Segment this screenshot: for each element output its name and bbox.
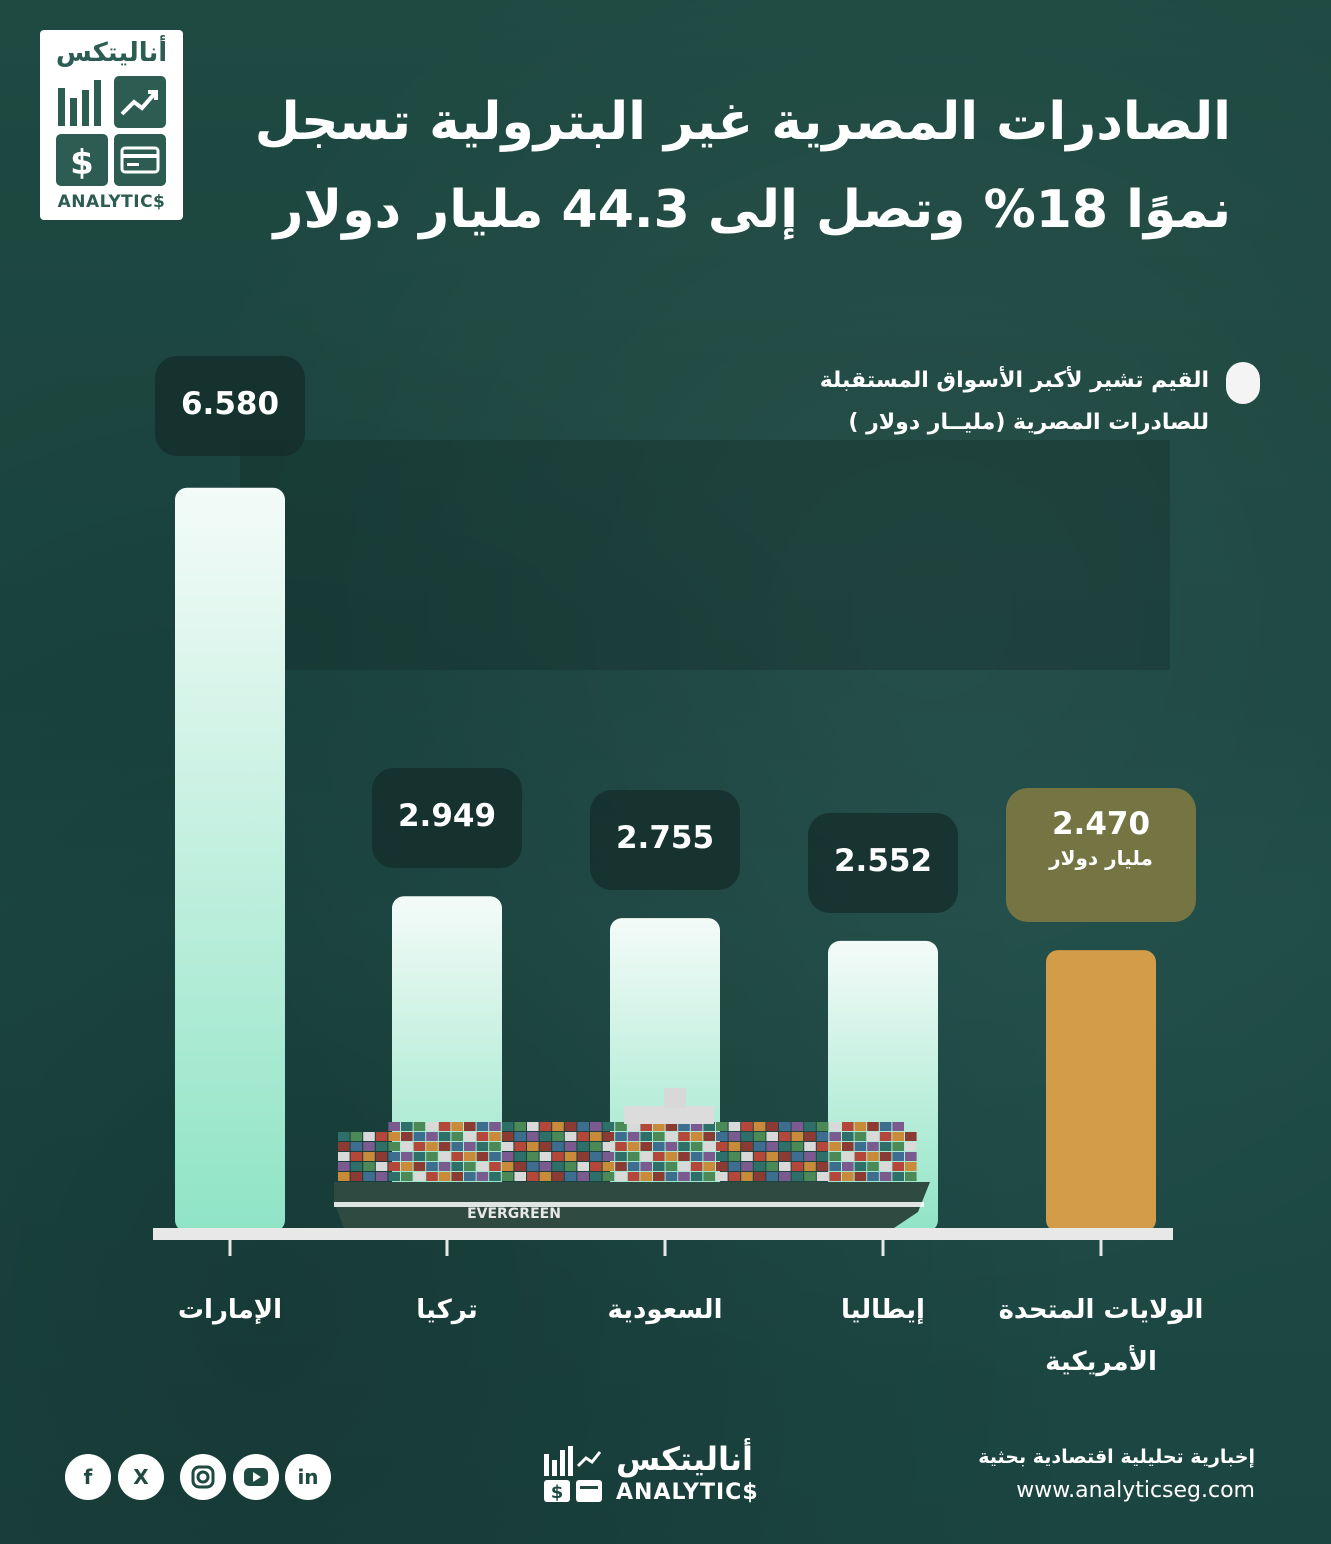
- background-ship-shadow: [240, 440, 1170, 670]
- x-twitter-icon[interactable]: X: [118, 1454, 164, 1500]
- footer-logo-arabic: أناليتكس: [616, 1440, 753, 1478]
- data-label-1: 2.949: [372, 768, 522, 869]
- x-tick-label-0: الإمارات: [177, 1295, 283, 1325]
- logo-english-text: ANALYTIC$: [57, 192, 166, 212]
- x-tick-label-3: إيطاليا: [841, 1295, 925, 1325]
- instagram-icon[interactable]: [180, 1454, 226, 1500]
- data-label-unit: مليار دولار: [1049, 846, 1153, 871]
- title-line-2: نموًا 18% وتصل إلى 44.3 مليار دولار: [273, 180, 1231, 240]
- x-tick-4: [1099, 1240, 1103, 1256]
- brand-logo: أناليتكس $: [40, 30, 183, 220]
- data-label-value-1: 2.949: [397, 798, 497, 835]
- facebook-icon[interactable]: f: [65, 1454, 111, 1500]
- x-axis-line: [153, 1228, 1173, 1240]
- data-label-2: 2.755: [590, 790, 740, 891]
- data-label-value-3: 2.552: [833, 842, 933, 879]
- bar-4: [1046, 950, 1156, 1232]
- note-line-2: للصادرات المصرية (مليــار دولار ): [848, 410, 1209, 435]
- x-tick-label-1: تركيا: [416, 1295, 478, 1325]
- svg-text:$: $: [551, 1482, 564, 1503]
- footer-logo-english: ANALYTIC$: [616, 1480, 759, 1505]
- data-label-3: 2.552: [808, 812, 958, 913]
- bar-chart-icon: [56, 76, 108, 128]
- x-tick-1: [445, 1240, 449, 1256]
- credit-card-icon: [114, 134, 166, 186]
- x-tick-0: [228, 1240, 232, 1256]
- ship-hull-text: EVERGREEN: [467, 1206, 561, 1222]
- note-line-1: القيم تشير لأكبر الأسواق المستقبلة: [819, 368, 1209, 393]
- logo-icon-grid: $: [56, 76, 168, 188]
- bar-0: [175, 487, 285, 1232]
- container-ship-image: EVERGREEN: [334, 1088, 930, 1228]
- footer-tagline: إخبارية تحليلية اقتصادية بحثية: [978, 1446, 1255, 1468]
- x-tick-3: [881, 1240, 885, 1256]
- data-label-value-2: 2.755: [615, 820, 715, 857]
- youtube-icon[interactable]: [233, 1454, 279, 1500]
- ticks-layer: [228, 1240, 1103, 1256]
- page-title: الصادرات المصرية غير البترولية تسجل نموً…: [231, 78, 1231, 254]
- dollar-icon: $: [56, 134, 108, 186]
- footer-website-link[interactable]: www.analyticseg.com: [1016, 1478, 1255, 1503]
- data-label-value-4: 2.470: [1051, 806, 1151, 843]
- svg-text:$: $: [70, 143, 94, 183]
- data-label-4: 2.470 مليار دولار: [1006, 788, 1196, 923]
- linkedin-icon[interactable]: in: [285, 1454, 331, 1500]
- x-tick-2: [663, 1240, 667, 1256]
- trend-up-icon: [114, 76, 166, 128]
- logo-arabic-text: أناليتكس: [55, 38, 168, 68]
- title-line-1: الصادرات المصرية غير البترولية تسجل: [254, 92, 1231, 152]
- ship-containers: [338, 1122, 917, 1181]
- legend-marker: [1226, 362, 1260, 404]
- data-label-0: 6.580: [155, 355, 305, 456]
- footer-logo-icon: $: [544, 1446, 602, 1503]
- data-label-value-0: 6.580: [180, 385, 280, 422]
- chart-note: القيم تشير لأكبر الأسواق المستقبلة للصاد…: [689, 360, 1209, 444]
- x-tick-label-2: السعودية: [607, 1295, 723, 1325]
- x-tick-label-4: الولايات المتحدة الأمريكية: [998, 1295, 1204, 1377]
